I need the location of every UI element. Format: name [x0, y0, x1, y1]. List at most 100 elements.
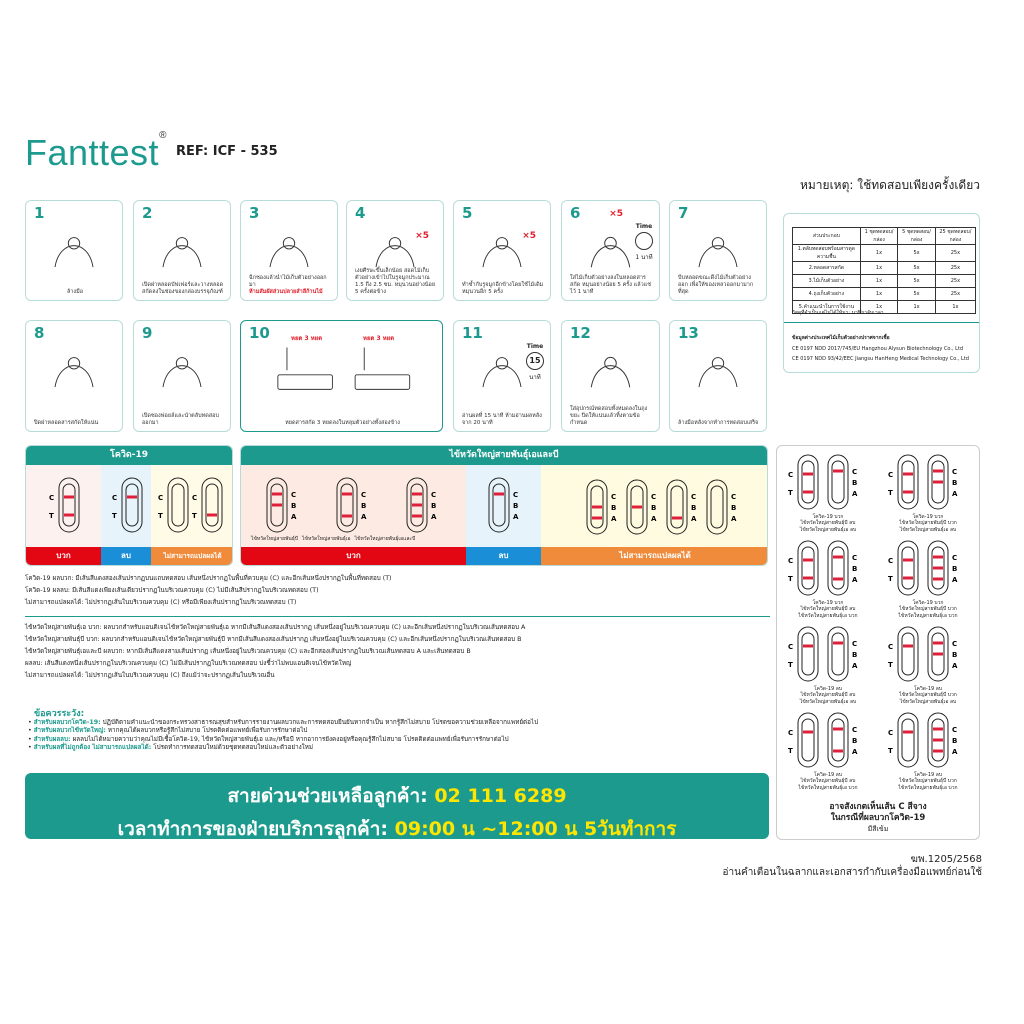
result-line-T	[803, 576, 813, 580]
flu-positive-caption: ไข้หวัดใหญ่สายพันธุ์บี	[251, 536, 299, 542]
step-caption: ล้างมือหลังจากทำการทดสอบเสร็จ	[678, 420, 759, 426]
combo-caption: ไข้หวัดใหญ่สายพันธุ์บี ลบ	[800, 606, 856, 613]
table-cell: 2.หลอดสารสกัด	[792, 261, 861, 275]
strip-label-B: B	[852, 651, 857, 659]
combo-caption: ไข้หวัดใหญ่สายพันธุ์เอ ลบ	[899, 526, 957, 533]
combo-result: C T C B A โควิด-19 ลบ ไข้หวัดใหญ่สายพันธุ์บี ล…	[787, 626, 877, 710]
strip-label-T: T	[788, 747, 793, 755]
step-caption: เปิดซองฟอยล์และนำตลับทดสอบออกมา	[142, 413, 219, 426]
step-number: 10	[249, 324, 270, 342]
origin-title: ข้อมูลต่างประเทศไม้เก็บตัวอย่างปราศจากเช…	[792, 335, 890, 341]
strip-label-B: B	[952, 565, 957, 573]
table-row: 1.ตลับทดสอบพร้อมสารดูดความชื้น 1x 5x 25x	[792, 244, 977, 262]
result-line-C	[127, 495, 137, 499]
step-caption: อ่านผลที่ 15 นาที ห้ามอ่านผลหลังจาก 20 น…	[462, 413, 542, 426]
result-line-A	[342, 514, 352, 518]
timer-icon: Time 1 นาที	[635, 223, 653, 262]
flu-negative-label: ลบ	[466, 547, 541, 565]
strip-label-C: C	[731, 493, 736, 501]
strip-label-T: T	[49, 512, 54, 520]
table-cell: 5x	[897, 287, 936, 301]
step-12: 12 ใส่อุปกรณ์ทดสอบทั้งหมดลงในถุงขยะ ปิดให…	[561, 320, 660, 432]
step-caption: ล้างมือ	[66, 289, 84, 295]
strip-label-A: A	[852, 576, 858, 584]
table-cell: 1x	[897, 300, 936, 314]
interp-line: ผลลบ: เส้นสีแดงหนึ่งเส้นปรากฏในบริเวณควบ…	[25, 660, 352, 667]
flu-interpretation: ไข้หวัดใหญ่สายพันธุ์เอ บวก: ผลบวกสำหรับแ…	[25, 622, 770, 682]
table-cell: 25x	[934, 244, 977, 262]
strip-label-C: C	[361, 491, 366, 499]
table-row: 3.ไม้เก็บตัวอย่าง 1x 5x 25x	[792, 274, 977, 288]
result-line-A	[592, 516, 602, 520]
strip-label-C: C	[952, 468, 957, 476]
step-illustration-icon	[590, 356, 631, 388]
origin-line: CE 0197 NDD 2017/745/EU Hangzhou Alysun …	[792, 346, 964, 352]
covid-positive-label: บวก	[26, 547, 101, 565]
table-row: 4.ถุงเก็บตัวอย่าง 1x 5x 25x	[792, 287, 977, 301]
combo-caption: ไข้หวัดใหญ่สายพันธุ์บี ลบ	[800, 692, 856, 699]
covid-strip: CT	[788, 712, 819, 768]
precaution-label: สำหรับผลที่ไม่ถูกต้อง ไม่สามารถแปลผลได้:	[33, 744, 152, 751]
flu-positive-caption: ไข้หวัดใหญ่สายพันธุ์เอ	[302, 536, 351, 542]
repeat-mark: ×5	[522, 231, 536, 241]
step-warning: ห้ามสัมผัสส่วนปลายสำลีก้านไม้	[249, 289, 323, 295]
strip-label-C: C	[788, 729, 793, 737]
step-8: 8 ปิดฝาหลอดสารสกัดให้แน่น	[25, 320, 123, 432]
strip-label-C: C	[852, 554, 857, 562]
flu-strip: CBA	[927, 712, 958, 768]
interp-line: ไข้หวัดใหญ่สายพันธุ์เอ บวก: ผลบวกสำหรับแ…	[25, 624, 526, 631]
covid-strip: CT	[888, 626, 919, 682]
drops-label: หยด 3 หยด	[363, 335, 395, 342]
strip-label-C: C	[952, 726, 957, 734]
step-illustration-icon	[698, 237, 738, 268]
strip-label-B: B	[431, 502, 436, 510]
covid-interpretation: โควิด-19 ผลบวก: มีเส้นสีแดงสองเส้นปรากฏบ…	[25, 573, 770, 609]
result-line-T	[903, 490, 913, 494]
strip-label-A: A	[852, 490, 858, 498]
test-strip: CT	[158, 477, 189, 533]
strip-label-B: B	[952, 479, 957, 487]
combo-result: C T C B A โควิด-19 บวก ไข้หวัดใหญ่สายพันธุ์บี …	[887, 540, 977, 624]
strip-label-B: B	[852, 737, 857, 745]
result-line-C	[412, 492, 422, 496]
step-10: 10 หยด 3 หยด หยด 3 หยด หยดสารสกัด 3 หยดลงใน…	[240, 320, 443, 432]
strip-label-T: T	[788, 661, 793, 669]
combo-result: C T C B A โควิด-19 ลบ ไข้หวัดใหญ่สายพันธุ์บี ล…	[787, 712, 877, 796]
strip-label-C: C	[788, 643, 793, 651]
step-illustration-icon	[269, 237, 309, 268]
result-line-C	[903, 644, 913, 648]
strip-label-C: C	[49, 494, 54, 502]
hours-label: เวลาทำการของฝ่ายบริการลูกค้า:	[117, 818, 395, 840]
step-illustration-icon	[54, 357, 94, 388]
test-strip: CBA	[266, 477, 297, 533]
origin-line: CE 0197 NDD 93/42/EEC Jiangsu HanHeng Me…	[792, 356, 969, 362]
table-cell: 25x	[934, 261, 977, 275]
strip-label-A: A	[952, 490, 958, 498]
result-line-T	[903, 576, 913, 580]
flu-strip: CBA	[927, 454, 958, 510]
covid-strip: CT	[788, 540, 819, 596]
precaution-label: สำหรับผลบวกโควิด-19:	[33, 718, 101, 726]
step-number: 11	[462, 324, 483, 342]
hotline-number[interactable]: 02 111 6289	[434, 785, 567, 807]
combo-caption: ไข้หวัดใหญ่สายพันธุ์เอ บวก	[798, 612, 858, 619]
combo-caption: โควิด-19 ลบ	[913, 686, 943, 692]
combo-caption: ไข้หวัดใหญ่สายพันธุ์บี ลบ	[800, 520, 856, 527]
strip-label-A: A	[731, 515, 737, 523]
table-cell: 5.คำแนะนำในการใช้งาน	[792, 300, 861, 314]
result-line-T	[803, 490, 813, 494]
result-line-A	[412, 514, 422, 518]
contents-table-box: ส่วนประกอบ 1 ชุดทดสอบ/กล่อง 5 ชุดทดสอบ/กล่…	[783, 213, 980, 373]
step-number: 6	[570, 204, 581, 222]
strip-label-B: B	[691, 504, 696, 512]
strip-label-B: B	[852, 479, 857, 487]
step-caption: เปิดฝาหลอดบัฟเฟอร์และวางหลอดสกัดลงในช่อง…	[142, 282, 224, 295]
precaution-item: • สำหรับผลลบ: ผลลบไม่ได้หมายความว่าคุณไม…	[28, 735, 509, 743]
flu-strip: CBA	[827, 454, 858, 510]
table-cell: 1x	[859, 261, 899, 275]
step-caption: ฉีกซองแล้วนำไม้เก็บตัวอย่างออกมา	[249, 275, 327, 288]
table-footnote: วัสดุที่จำเป็นแต่ไม่ได้ให้มา: นาฬิกาจับเ…	[792, 310, 884, 316]
step-number: 5	[462, 204, 473, 222]
strip-label-C: C	[852, 726, 857, 734]
precaution-item: • สำหรับผลบวกโควิด-19: ปฏิบัติตามคำแนะนำ…	[28, 718, 539, 726]
